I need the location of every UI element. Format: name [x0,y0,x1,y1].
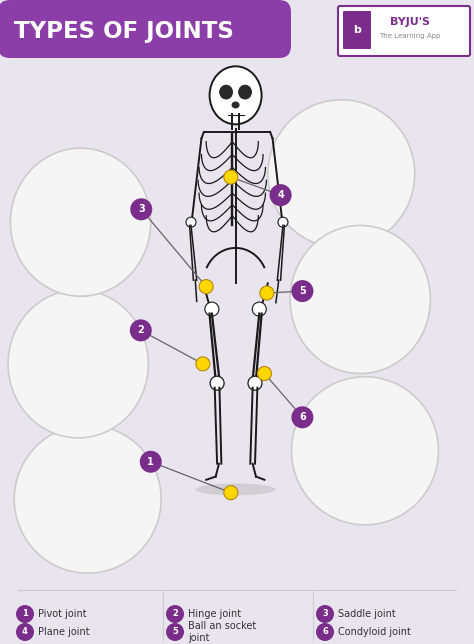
Text: 6: 6 [299,412,306,422]
Circle shape [224,486,238,500]
Text: BYJU'S: BYJU'S [390,17,430,27]
FancyBboxPatch shape [338,6,470,56]
Text: Plane joint: Plane joint [38,627,90,637]
Circle shape [270,184,292,206]
Ellipse shape [290,225,430,374]
Text: 4: 4 [277,190,284,200]
Circle shape [316,605,334,623]
Circle shape [292,406,313,428]
Circle shape [16,605,34,623]
Text: TYPES OF JOINTS: TYPES OF JOINTS [14,19,234,43]
Ellipse shape [8,290,148,438]
Circle shape [199,279,213,294]
Circle shape [130,319,152,341]
Text: b: b [353,25,361,35]
Ellipse shape [238,85,252,99]
Text: 4: 4 [22,627,28,636]
Ellipse shape [268,100,415,248]
Text: 2: 2 [137,325,144,336]
Text: Hinge joint: Hinge joint [188,609,241,619]
Ellipse shape [292,377,438,525]
Circle shape [224,170,238,184]
Text: 5: 5 [299,286,306,296]
Circle shape [316,623,334,641]
Text: 3: 3 [138,204,145,214]
Ellipse shape [10,148,151,296]
Text: Ball an socket
joint: Ball an socket joint [188,621,256,643]
Circle shape [166,605,184,623]
Ellipse shape [252,302,266,316]
Ellipse shape [14,425,161,573]
Circle shape [196,357,210,371]
Text: The Learning App: The Learning App [379,33,441,39]
Circle shape [292,280,313,302]
Circle shape [130,198,152,220]
Text: 2: 2 [172,609,178,618]
FancyBboxPatch shape [343,11,371,49]
Ellipse shape [186,217,196,227]
Ellipse shape [278,217,288,227]
Text: Pivot joint: Pivot joint [38,609,87,619]
Text: Saddle joint: Saddle joint [338,609,396,619]
Text: Condyloid joint: Condyloid joint [338,627,411,637]
Ellipse shape [205,302,219,316]
Circle shape [16,623,34,641]
Text: 5: 5 [172,627,178,636]
Ellipse shape [210,376,224,390]
Text: 6: 6 [322,627,328,636]
Ellipse shape [232,102,239,108]
Circle shape [257,366,272,381]
Ellipse shape [196,484,275,495]
FancyBboxPatch shape [0,0,291,58]
Ellipse shape [248,376,262,390]
Text: 3: 3 [322,609,328,618]
Ellipse shape [219,85,233,99]
Circle shape [166,623,184,641]
Circle shape [140,451,162,473]
Text: 1: 1 [22,609,28,618]
Text: 1: 1 [147,457,154,467]
Circle shape [260,286,274,300]
Ellipse shape [210,66,262,124]
